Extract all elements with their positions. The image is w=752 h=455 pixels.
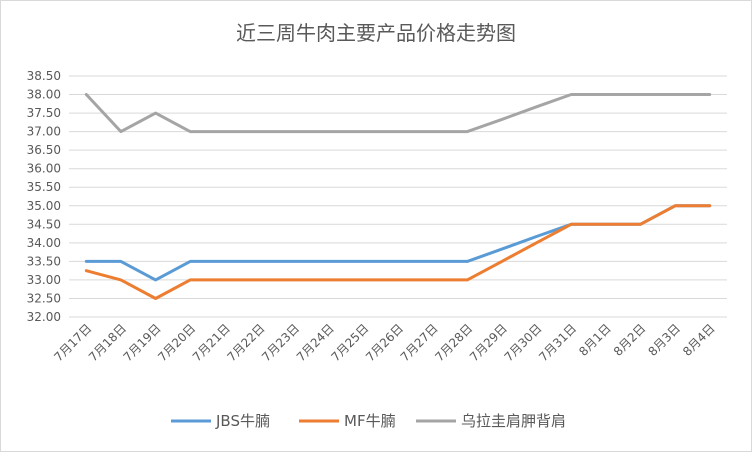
x-tick-label: 7月17日 [51,321,94,364]
legend-label: JBS牛腩 [215,412,270,430]
legend-item: MF牛腩 [299,412,396,430]
series-line-2 [84,204,712,300]
x-tick-label: 7月30日 [502,321,545,364]
x-tick-label: 7月21日 [190,321,233,364]
x-tick-label: 7月28日 [432,321,475,364]
x-tick-label: 7月27日 [398,321,441,364]
series-line-3 [84,93,712,134]
x-tick-label: 7月24日 [294,321,337,364]
y-axis-ticks: 32.00 32.50 33.00 33.50 34.00 34.50 35.00 35.50… [27,69,61,324]
x-tick-label: 8月2日 [611,321,649,359]
x-tick-label: 7月20日 [155,321,198,364]
y-tick-label: 37.00 [27,125,61,139]
y-tick-label: 38.00 [27,88,61,102]
chart-title: 近三周牛肉主要产品价格走势图 [236,21,516,45]
x-tick-label: 8月1日 [576,321,614,359]
y-tick-label: 32.00 [27,310,61,324]
y-tick-label: 36.50 [27,143,61,157]
x-tick-label: 7月25日 [328,321,371,364]
y-tick-label: 37.50 [27,106,61,120]
y-tick-label: 35.50 [27,180,61,194]
y-tick-label: 34.00 [27,236,61,250]
x-axis-ticks: 7月17日7月18日7月19日7月20日7月21日7月22日7月23日7月24日… [51,321,717,364]
series-lines [84,93,712,300]
y-tick-label: 33.50 [27,254,61,268]
y-tick-label: 36.00 [27,162,61,176]
x-tick-label: 7月31日 [536,321,579,364]
legend-label: 乌拉圭肩胛背肩 [461,412,566,430]
x-tick-label: 8月3日 [645,321,683,359]
y-tick-label: 33.00 [27,273,61,287]
x-tick-label: 7月23日 [259,321,302,364]
legend-label: MF牛腩 [344,412,396,430]
legend-item: 乌拉圭肩胛背肩 [416,412,566,430]
x-tick-label: 8月4日 [680,321,718,359]
y-tick-label: 34.50 [27,217,61,231]
legend: JBS牛腩 MF牛腩 乌拉圭肩胛背肩 [171,412,566,430]
y-tick-label: 38.50 [27,69,61,83]
x-tick-label: 7月22日 [225,321,268,364]
x-tick-label: 7月29日 [467,321,510,364]
y-tick-label: 35.00 [27,199,61,213]
y-tick-label: 32.50 [27,291,61,305]
x-tick-label: 7月26日 [363,321,406,364]
x-tick-label: 7月18日 [86,321,129,364]
legend-item: JBS牛腩 [171,412,270,430]
x-tick-label: 7月19日 [121,321,164,364]
